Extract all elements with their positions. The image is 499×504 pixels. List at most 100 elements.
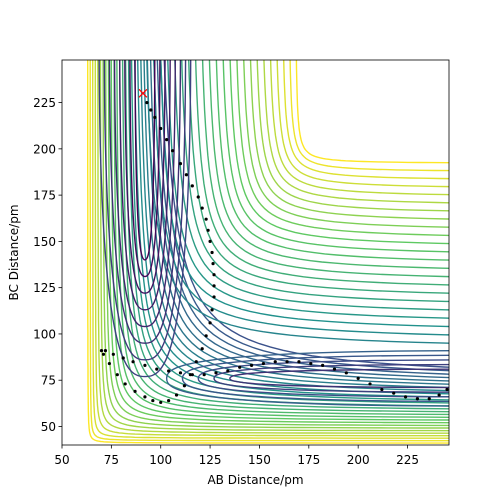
trajectory-point (309, 362, 312, 365)
trajectory-point (143, 395, 146, 398)
trajectory-point (357, 377, 360, 380)
trajectory-point (149, 108, 152, 111)
trajectory-point (124, 382, 127, 385)
trajectory-point (183, 384, 186, 387)
y-tick-label: 50 (41, 420, 56, 434)
contour-line (122, 0, 499, 409)
trajectory-point (201, 347, 204, 350)
x-tick-label: 50 (54, 453, 69, 467)
trajectory-point (167, 399, 170, 402)
trajectory-point (262, 362, 265, 365)
start-marker (139, 89, 147, 97)
data-marks (100, 89, 449, 404)
trajectory-point (159, 127, 162, 130)
contour-line (203, 0, 499, 274)
x-tick-label: 225 (396, 453, 419, 467)
contour-line (153, 0, 499, 334)
trajectory-point (179, 162, 182, 165)
trajectory-point (165, 138, 168, 141)
trajectory-point (143, 364, 146, 367)
trajectory-point (210, 308, 213, 311)
contour-line (252, 0, 499, 215)
trajectory-point (210, 251, 213, 254)
trajectory-point (211, 262, 214, 265)
trajectory-point (100, 349, 103, 352)
trajectory-point (368, 382, 371, 385)
trajectory-point (185, 173, 188, 176)
trajectory-point (438, 393, 441, 396)
x-axis-label: AB Distance/pm (207, 473, 303, 487)
trajectory-point (171, 149, 174, 152)
trajectory-point (445, 388, 448, 391)
y-tick-label: 175 (33, 189, 56, 203)
trajectory-point (205, 334, 208, 337)
trajectory-point (179, 371, 182, 374)
trajectory-point (238, 366, 241, 369)
trajectory-point (285, 360, 288, 363)
y-tick-label: 100 (33, 327, 56, 341)
trajectory-point (201, 206, 204, 209)
trajectory-point (274, 360, 277, 363)
trajectory-point (145, 101, 148, 104)
trajectory-point (212, 273, 215, 276)
trajectory-point (195, 360, 198, 363)
x-tick-label: 125 (199, 453, 222, 467)
trajectory-point (404, 395, 407, 398)
contour-line (140, 0, 499, 393)
trajectory-point (416, 397, 419, 400)
trajectory-point (167, 369, 170, 372)
trajectory-point (208, 321, 211, 324)
trajectory-point (131, 360, 134, 363)
contour-line (295, 0, 499, 164)
contour-line (230, 369, 477, 388)
trajectory-point (250, 364, 253, 367)
trajectory-point (197, 195, 200, 198)
trajectory-point (212, 284, 215, 287)
trajectory-point (108, 362, 111, 365)
trajectory-point (392, 392, 395, 395)
trajectory-point (191, 184, 194, 187)
trajectory-point (104, 349, 107, 352)
trajectory-point (116, 373, 119, 376)
contour-line (260, 0, 499, 206)
x-tick-label: 150 (248, 453, 271, 467)
trajectory-point (214, 371, 217, 374)
trajectory-point (102, 353, 105, 356)
x-tick-label: 175 (297, 453, 320, 467)
trajectory-point (191, 373, 194, 376)
contour-lines (88, 0, 499, 443)
trajectory-point (175, 393, 178, 396)
trajectory-point (205, 218, 208, 221)
x-tick-label: 200 (347, 453, 370, 467)
contour-line (217, 0, 499, 257)
trajectory-point (321, 364, 324, 367)
y-tick-label: 150 (33, 235, 56, 249)
contour-line (288, 0, 499, 172)
trajectory-point (153, 116, 156, 119)
y-tick-label: 125 (33, 281, 56, 295)
contour-line (210, 0, 499, 266)
trajectory-point (297, 360, 300, 363)
trajectory-point (207, 229, 210, 232)
trajectory-point (203, 373, 206, 376)
x-tick-label: 100 (149, 453, 172, 467)
contour-line (281, 0, 499, 181)
trajectory-point (112, 353, 115, 356)
trajectory-point (122, 356, 125, 359)
trajectory-point (155, 368, 158, 371)
y-tick-label: 75 (41, 374, 56, 388)
contour-line (274, 0, 499, 189)
contour-line (224, 0, 499, 249)
trajectory-point (226, 369, 229, 372)
x-tick-label: 75 (104, 453, 119, 467)
contour-line (231, 0, 499, 240)
trajectory-point (380, 388, 383, 391)
y-tick-label: 200 (33, 142, 56, 156)
trajectory-point (428, 397, 431, 400)
contour-line (150, 0, 499, 383)
contour-line (147, 0, 499, 385)
trajectory-point (208, 240, 211, 243)
trajectory-point (151, 399, 154, 402)
